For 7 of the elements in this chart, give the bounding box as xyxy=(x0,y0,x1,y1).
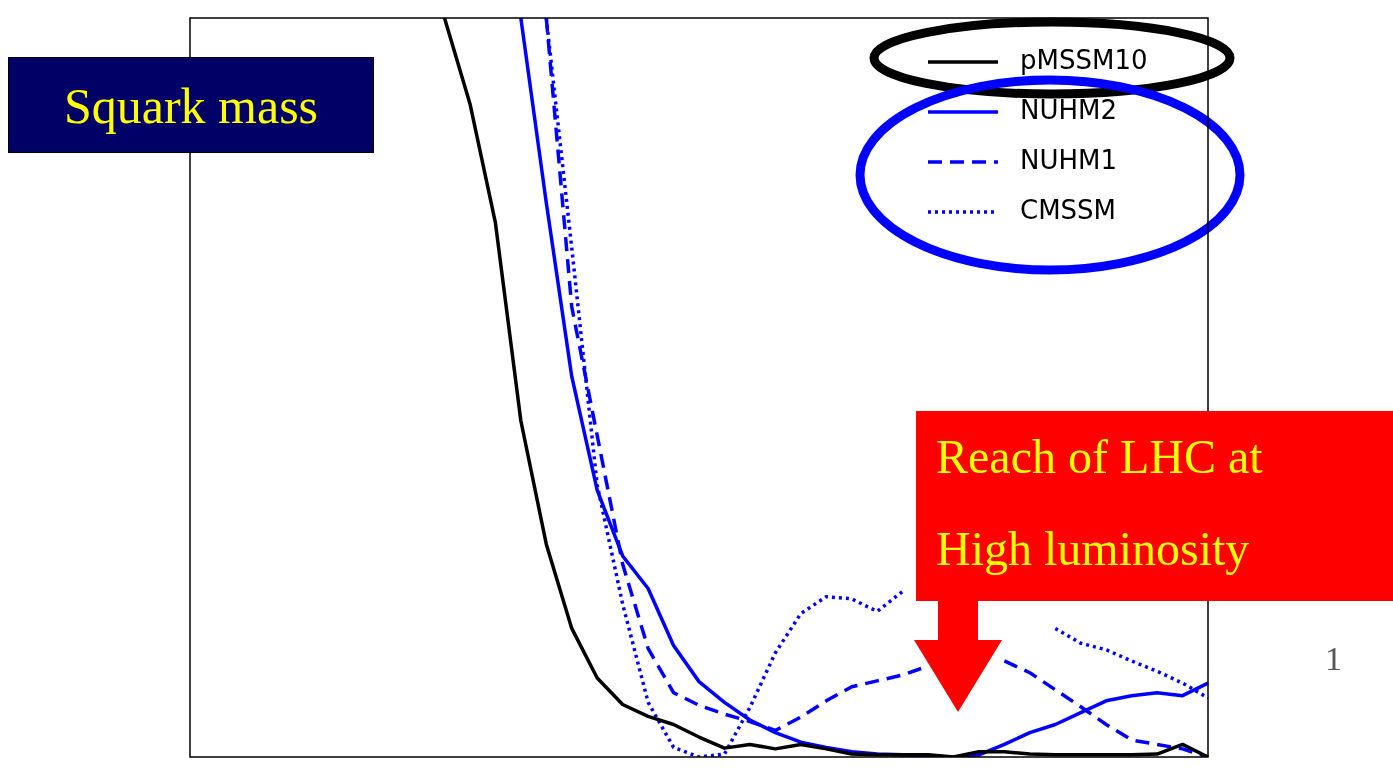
legend-label: CMSSM xyxy=(1020,194,1117,225)
legend-label: NUHM2 xyxy=(1020,94,1118,125)
annotation: Squark mass xyxy=(8,57,374,153)
text: 1 xyxy=(1325,640,1342,678)
legend-label: NUHM1 xyxy=(1020,144,1118,175)
legend-label: pMSSM10 xyxy=(1020,44,1148,75)
annotation: Reach of LHC at High luminosity xyxy=(916,411,1393,601)
